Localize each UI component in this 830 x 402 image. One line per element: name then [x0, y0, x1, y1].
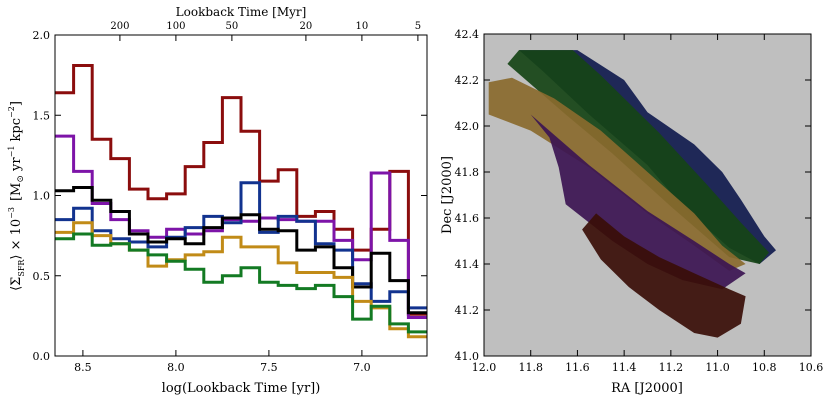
map-y-tick-label: 41.4 [455, 258, 480, 271]
sfh-top-axis-label: Lookback Time [Myr] [176, 5, 307, 19]
sfh-x-tick-label: 7.0 [353, 361, 371, 374]
map-x-tick-label: 11.4 [612, 361, 637, 374]
sfh-y-axis-label: ⟨ΣSFR⟩ × 10−3[M⊙ yr−1 kpc−2] [7, 101, 26, 291]
map-x-tick-label: 10.8 [752, 361, 777, 374]
map-x-tick-label: 10.6 [799, 361, 824, 374]
map-x-tick-label: 11.0 [705, 361, 730, 374]
sfh-top-tick-label: 5 [415, 21, 421, 32]
sfh-x-tick-label: 7.5 [260, 361, 278, 374]
sfh-x-tick-label: 8.0 [167, 361, 185, 374]
sfh-top-tick-label: 50 [226, 21, 239, 32]
sfh-y-tick-label: 0.0 [33, 350, 51, 363]
sfh-y-ticks: 0.0 0.5 1.0 1.5 2.0 [33, 29, 427, 363]
sfh-series-black [55, 186, 427, 315]
map-x-tick-label: 11.8 [518, 361, 543, 374]
sfh-top-tick-label: 200 [110, 21, 129, 32]
tan-region [488, 77, 746, 271]
map-y-tick-label: 42.0 [455, 120, 480, 133]
map-y-tick-label: 41.2 [455, 304, 480, 317]
map-axes-frame [483, 33, 812, 357]
map-y-tick-label: 42.4 [455, 28, 480, 41]
map-regions-group [488, 50, 776, 338]
map-y-tick-label: 42.2 [455, 74, 480, 87]
sfh-y-tick-label: 0.5 [33, 270, 51, 283]
map-y-axis-label: Dec [J2000] [440, 156, 455, 234]
map-y-ticks: 41.0 41.2 41.4 41.6 41.8 42.0 42.2 42.4 [455, 28, 811, 363]
map-y-tick-label: 41.8 [455, 166, 480, 179]
sfh-top-ticks: 200 100 50 20 10 5 [110, 21, 421, 41]
purple-region [530, 114, 746, 290]
sfh-x-axis-label: log(Lookback Time [yr]) [162, 381, 321, 396]
sfh-x-ticks: 8.5 8.0 7.5 7.0 [74, 350, 371, 374]
maroon-region [582, 213, 746, 338]
sfh-series-group [55, 64, 427, 339]
map-x-axis-label: RA [J2000] [611, 381, 683, 396]
map-panel: 12.0 11.8 11.6 11.4 11.2 11.0 10.8 10.6 41.041.… [440, 28, 823, 396]
sfh-top-tick-label: 100 [166, 21, 185, 32]
sfh-y-tick-label: 1.5 [33, 109, 51, 122]
map-x-tick-label: 11.6 [565, 361, 590, 374]
map-x-tick-label: 11.2 [659, 361, 684, 374]
sfh-x-tick-label: 8.5 [74, 361, 92, 374]
sfh-top-tick-label: 20 [300, 21, 313, 32]
green-region [507, 50, 769, 264]
map-x-ticks: 12.0 11.8 11.6 11.4 11.2 11.0 10.8 10.6 [472, 34, 824, 374]
sfh-y-tick-label: 2.0 [33, 29, 51, 42]
sfh-series-blue [55, 181, 427, 310]
sfh-series-red [55, 64, 427, 316]
sfh-series-green [55, 232, 427, 334]
sfh-top-tick-label: 10 [356, 21, 369, 32]
sfh-panel: 8.5 8.0 7.5 7.0 0.0 0.5 1.0 1.5 2.0 200 100 50 20 1… [7, 5, 428, 396]
map-x-tick-label: 12.0 [472, 361, 497, 374]
map-y-tick-label: 41.0 [455, 350, 480, 363]
sfh-y-tick-label: 1.0 [33, 190, 51, 203]
map-y-tick-label: 41.6 [455, 212, 480, 225]
